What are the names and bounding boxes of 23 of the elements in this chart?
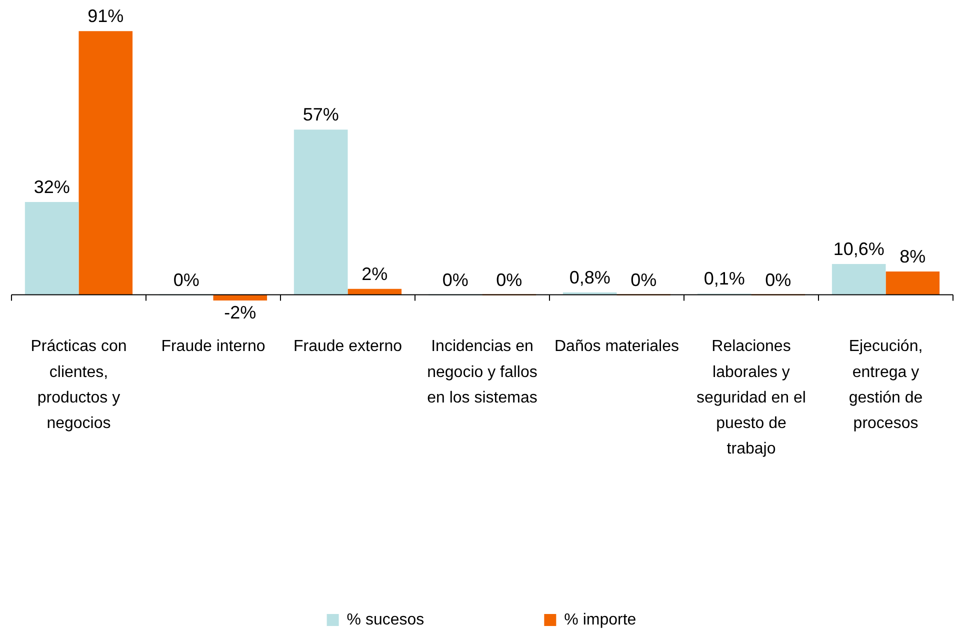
- data-label: 0%: [630, 270, 657, 290]
- legend-label: % importe: [564, 611, 636, 628]
- data-label: 0%: [442, 270, 468, 290]
- data-label: 91%: [88, 6, 124, 26]
- x-tick-label: Fraude interno: [161, 338, 266, 356]
- data-label: 10,6%: [833, 238, 884, 259]
- data-label: 0%: [173, 270, 200, 290]
- x-tick-label: Incidencias en negocio y fallos en los sistemas: [427, 338, 538, 406]
- legend-label: % sucesos: [346, 611, 424, 628]
- data-label: 0%: [765, 270, 792, 290]
- data-label: 0%: [496, 270, 522, 290]
- x-tick-label: Ejecución, entrega y gestión de procesos: [848, 338, 923, 432]
- data-label: -2%: [224, 302, 256, 322]
- x-tick-label: Relaciones laborales y seguridad en el puesto de trabajo: [696, 338, 806, 458]
- data-label: 0,8%: [569, 267, 610, 288]
- data-label: 2%: [362, 264, 388, 284]
- x-tick-label: Prácticas con clientes, productos y negocios: [30, 338, 127, 432]
- data-label: 32%: [34, 176, 70, 197]
- data-label: 57%: [302, 104, 339, 125]
- x-tick-label: Daños materiales: [554, 338, 679, 356]
- data-label: 8%: [900, 246, 926, 267]
- x-tick-label: Fraude externo: [293, 338, 402, 356]
- data-label: 0,1%: [704, 268, 745, 289]
